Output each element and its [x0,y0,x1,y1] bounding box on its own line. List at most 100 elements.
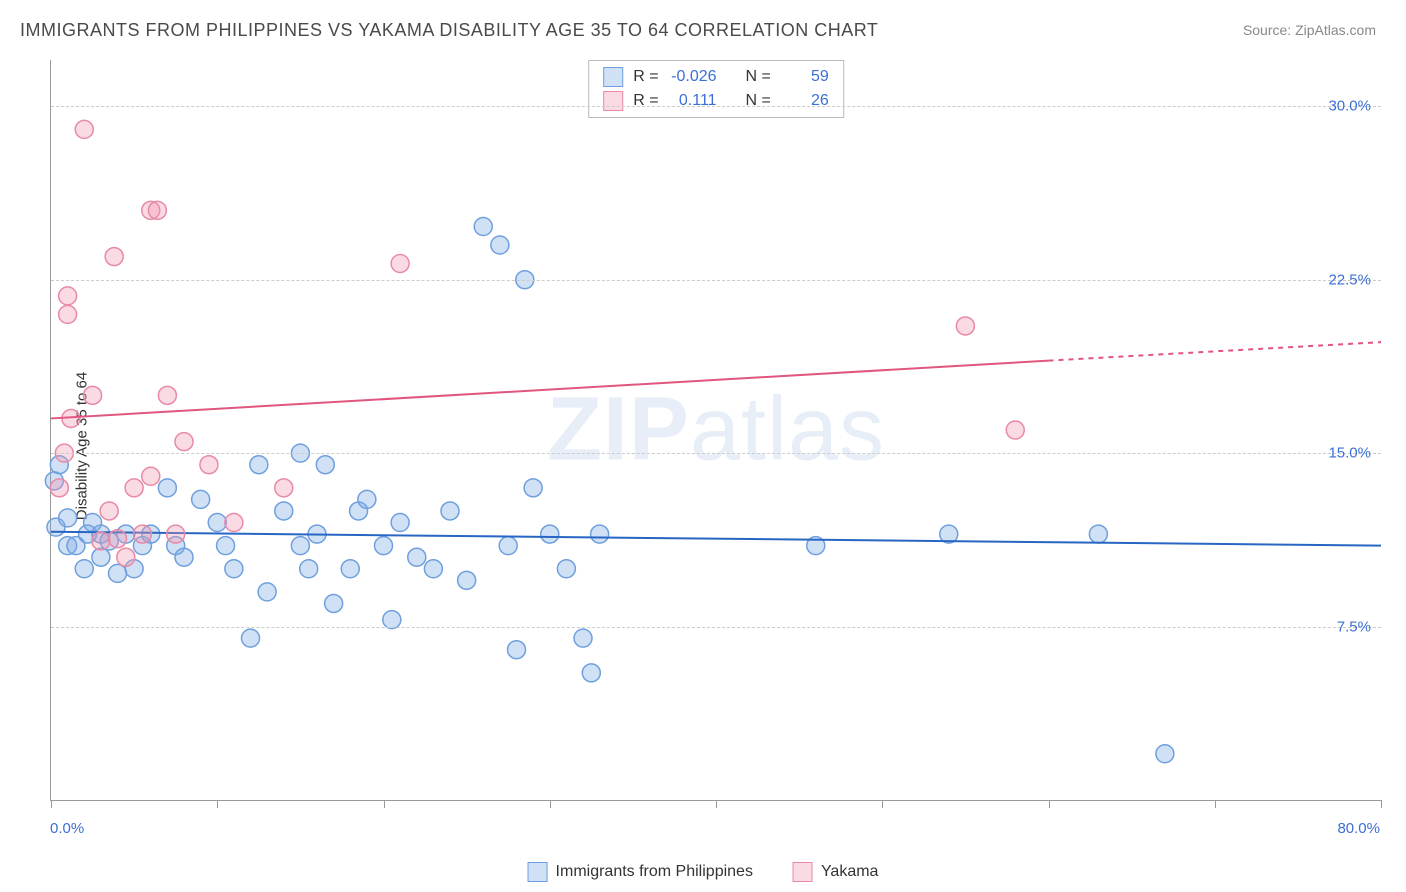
x-tick [882,800,883,808]
swatch-series2 [603,91,623,111]
scatter-point [508,641,526,659]
r-label-2: R = [633,89,658,113]
scatter-point [208,514,226,532]
scatter-point [582,664,600,682]
scatter-point [441,502,459,520]
trend-line-dashed [1049,342,1382,361]
x-tick [550,800,551,808]
scatter-point [117,548,135,566]
scatter-point [105,248,123,266]
swatch-series1 [603,67,623,87]
n-value-1: 59 [781,65,829,89]
scatter-point [148,201,166,219]
scatter-point [175,548,193,566]
scatter-point [1156,745,1174,763]
scatter-point [258,583,276,601]
x-tick [1215,800,1216,808]
scatter-point [192,490,210,508]
scatter-point [275,502,293,520]
stat-row-2: R = 0.111 N = 26 [603,89,829,113]
scatter-point [341,560,359,578]
gridline [51,280,1381,281]
scatter-point [158,386,176,404]
scatter-point [458,571,476,589]
y-tick-label: 7.5% [1337,618,1371,635]
trend-line [51,361,1049,419]
gridline [51,627,1381,628]
chart-title: IMMIGRANTS FROM PHILIPPINES VS YAKAMA DI… [20,20,878,41]
y-tick-label: 15.0% [1328,445,1371,462]
source-label: Source: ZipAtlas.com [1243,22,1376,38]
r-value-1: -0.026 [669,65,717,89]
scatter-point [557,560,575,578]
x-tick [51,800,52,808]
x-label-right: 80.0% [1337,820,1380,837]
legend-swatch-2 [793,862,813,882]
x-tick [1381,800,1382,808]
scatter-point [591,525,609,543]
scatter-point [92,548,110,566]
legend-label-2: Yakama [821,863,879,881]
n-value-2: 26 [781,89,829,113]
n-label-2: N = [745,89,770,113]
plot-area: ZIPatlas R = -0.026 N = 59 R = 0.111 N =… [50,60,1381,801]
legend-item-1: Immigrants from Philippines [528,862,753,882]
legend-item-2: Yakama [793,862,879,882]
scatter-point [541,525,559,543]
scatter-point [100,502,118,520]
scatter-point [109,564,127,582]
source-prefix: Source: [1243,22,1291,38]
n-label-1: N = [745,65,770,89]
scatter-point [59,305,77,323]
scatter-point [391,255,409,273]
scatter-point [1089,525,1107,543]
scatter-point [325,594,343,612]
scatter-point [50,479,68,497]
scatter-point [109,530,127,548]
scatter-point [1006,421,1024,439]
x-tick [716,800,717,808]
scatter-point [242,629,260,647]
scatter-point [474,218,492,236]
scatter-point [574,629,592,647]
y-tick-label: 30.0% [1328,98,1371,115]
x-label-left: 0.0% [50,820,84,837]
scatter-point [358,490,376,508]
scatter-point [275,479,293,497]
source-site: ZipAtlas.com [1295,22,1376,38]
scatter-point [167,525,185,543]
scatter-point [125,479,143,497]
scatter-point [133,525,151,543]
trend-line [51,532,1381,546]
scatter-point [59,509,77,527]
legend: Immigrants from Philippines Yakama [528,862,879,882]
scatter-point [375,537,393,555]
scatter-point [491,236,509,254]
scatter-point [499,537,517,555]
scatter-point [59,287,77,305]
scatter-point [84,386,102,404]
stat-row-1: R = -0.026 N = 59 [603,65,829,89]
chart-svg [51,60,1381,800]
x-tick [1049,800,1050,808]
scatter-point [217,537,235,555]
x-tick [217,800,218,808]
scatter-point [200,456,218,474]
scatter-point [142,467,160,485]
scatter-point [956,317,974,335]
scatter-point [92,532,110,550]
legend-swatch-1 [528,862,548,882]
scatter-point [524,479,542,497]
scatter-point [225,560,243,578]
scatter-point [424,560,442,578]
r-value-2: 0.111 [669,89,717,113]
scatter-point [250,456,268,474]
gridline [51,106,1381,107]
scatter-point [158,479,176,497]
stat-box: R = -0.026 N = 59 R = 0.111 N = 26 [588,60,844,118]
r-label-1: R = [633,65,658,89]
scatter-point [175,433,193,451]
scatter-point [316,456,334,474]
x-tick [384,800,385,808]
scatter-point [300,560,318,578]
